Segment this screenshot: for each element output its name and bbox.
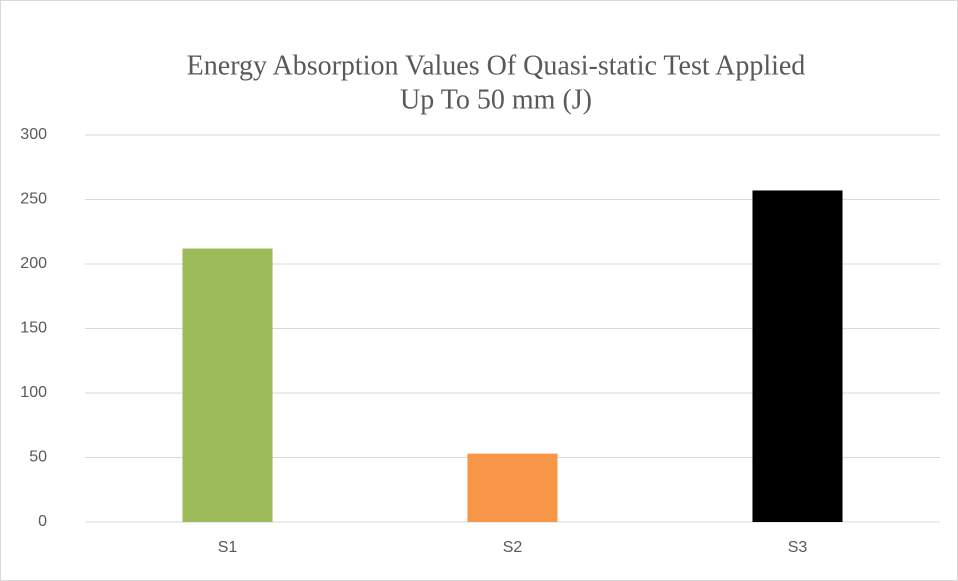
- y-tick-label: 150: [20, 320, 47, 337]
- y-tick-label: 250: [20, 191, 47, 208]
- y-tick-label: 300: [20, 126, 47, 143]
- chart-title: Up To 50 mm (J): [400, 84, 592, 115]
- y-tick-label: 100: [20, 384, 47, 401]
- x-tick-label: S3: [788, 539, 808, 556]
- y-tick-label: 0: [38, 513, 47, 530]
- bar: [182, 248, 273, 522]
- y-tick-label: 50: [29, 449, 47, 466]
- bar: [752, 190, 843, 522]
- chart-title: Energy Absorption Values Of Quasi-static…: [187, 50, 806, 81]
- x-tick-label: S2: [503, 539, 523, 556]
- bar: [467, 453, 558, 522]
- y-tick-label: 200: [20, 255, 47, 272]
- x-tick-label: S1: [218, 539, 238, 556]
